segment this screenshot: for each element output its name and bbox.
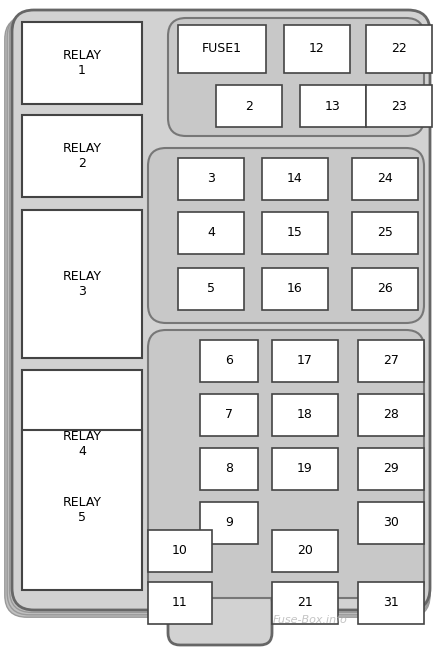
- Text: RELAY
2: RELAY 2: [62, 142, 102, 170]
- Text: 21: 21: [297, 597, 313, 609]
- Text: RELAY
3: RELAY 3: [62, 270, 102, 298]
- Text: 5: 5: [207, 282, 215, 296]
- Bar: [352, 212, 418, 254]
- Text: 17: 17: [297, 354, 313, 368]
- Bar: [262, 212, 328, 254]
- Text: 11: 11: [172, 597, 188, 609]
- Bar: [22, 115, 142, 197]
- Bar: [358, 582, 424, 624]
- Bar: [178, 158, 244, 200]
- Text: 16: 16: [287, 282, 303, 296]
- Text: 2: 2: [245, 100, 253, 112]
- Bar: [352, 268, 418, 310]
- Text: 18: 18: [297, 409, 313, 422]
- Text: 23: 23: [391, 100, 407, 112]
- Bar: [352, 158, 418, 200]
- Bar: [200, 340, 258, 382]
- Text: FUSE1: FUSE1: [202, 42, 242, 55]
- Text: Fuse-Box.info: Fuse-Box.info: [273, 615, 347, 625]
- FancyBboxPatch shape: [7, 15, 430, 615]
- Text: 10: 10: [172, 544, 188, 558]
- Bar: [22, 430, 142, 590]
- Text: 4: 4: [207, 226, 215, 240]
- Text: 14: 14: [287, 172, 303, 185]
- Bar: [272, 448, 338, 490]
- Bar: [272, 394, 338, 436]
- Text: 26: 26: [377, 282, 393, 296]
- Text: 19: 19: [297, 463, 313, 475]
- FancyBboxPatch shape: [148, 148, 424, 323]
- Text: RELAY
5: RELAY 5: [62, 496, 102, 524]
- Bar: [366, 85, 432, 127]
- Bar: [262, 268, 328, 310]
- FancyBboxPatch shape: [12, 10, 430, 610]
- Text: 29: 29: [383, 463, 399, 475]
- Text: 28: 28: [383, 409, 399, 422]
- Bar: [22, 210, 142, 358]
- Text: RELAY
4: RELAY 4: [62, 430, 102, 458]
- Bar: [358, 394, 424, 436]
- Bar: [366, 25, 432, 73]
- Text: RELAY
1: RELAY 1: [62, 49, 102, 77]
- Bar: [22, 370, 142, 518]
- Text: 13: 13: [325, 100, 341, 112]
- Text: 31: 31: [383, 597, 399, 609]
- Bar: [262, 158, 328, 200]
- Text: 3: 3: [207, 172, 215, 185]
- Bar: [300, 85, 366, 127]
- Text: 22: 22: [391, 42, 407, 55]
- Bar: [358, 448, 424, 490]
- Bar: [148, 582, 212, 624]
- Bar: [284, 25, 350, 73]
- FancyBboxPatch shape: [10, 13, 430, 612]
- Bar: [358, 502, 424, 544]
- Text: 7: 7: [225, 409, 233, 422]
- Bar: [272, 340, 338, 382]
- Text: 30: 30: [383, 517, 399, 529]
- Bar: [200, 502, 258, 544]
- Text: 15: 15: [287, 226, 303, 240]
- Bar: [148, 530, 212, 572]
- Text: 9: 9: [225, 517, 233, 529]
- Bar: [178, 25, 266, 73]
- Text: 8: 8: [225, 463, 233, 475]
- Bar: [358, 340, 424, 382]
- Bar: [216, 85, 282, 127]
- Bar: [272, 530, 338, 572]
- FancyBboxPatch shape: [5, 17, 430, 617]
- Bar: [22, 22, 142, 104]
- Text: 24: 24: [377, 172, 393, 185]
- Text: 6: 6: [225, 354, 233, 368]
- Bar: [200, 394, 258, 436]
- Bar: [272, 582, 338, 624]
- FancyBboxPatch shape: [168, 590, 272, 645]
- Bar: [200, 448, 258, 490]
- Bar: [178, 212, 244, 254]
- FancyBboxPatch shape: [168, 18, 424, 136]
- Text: 27: 27: [383, 354, 399, 368]
- Text: 20: 20: [297, 544, 313, 558]
- Text: 25: 25: [377, 226, 393, 240]
- FancyBboxPatch shape: [148, 330, 424, 598]
- Text: 12: 12: [309, 42, 325, 55]
- Bar: [178, 268, 244, 310]
